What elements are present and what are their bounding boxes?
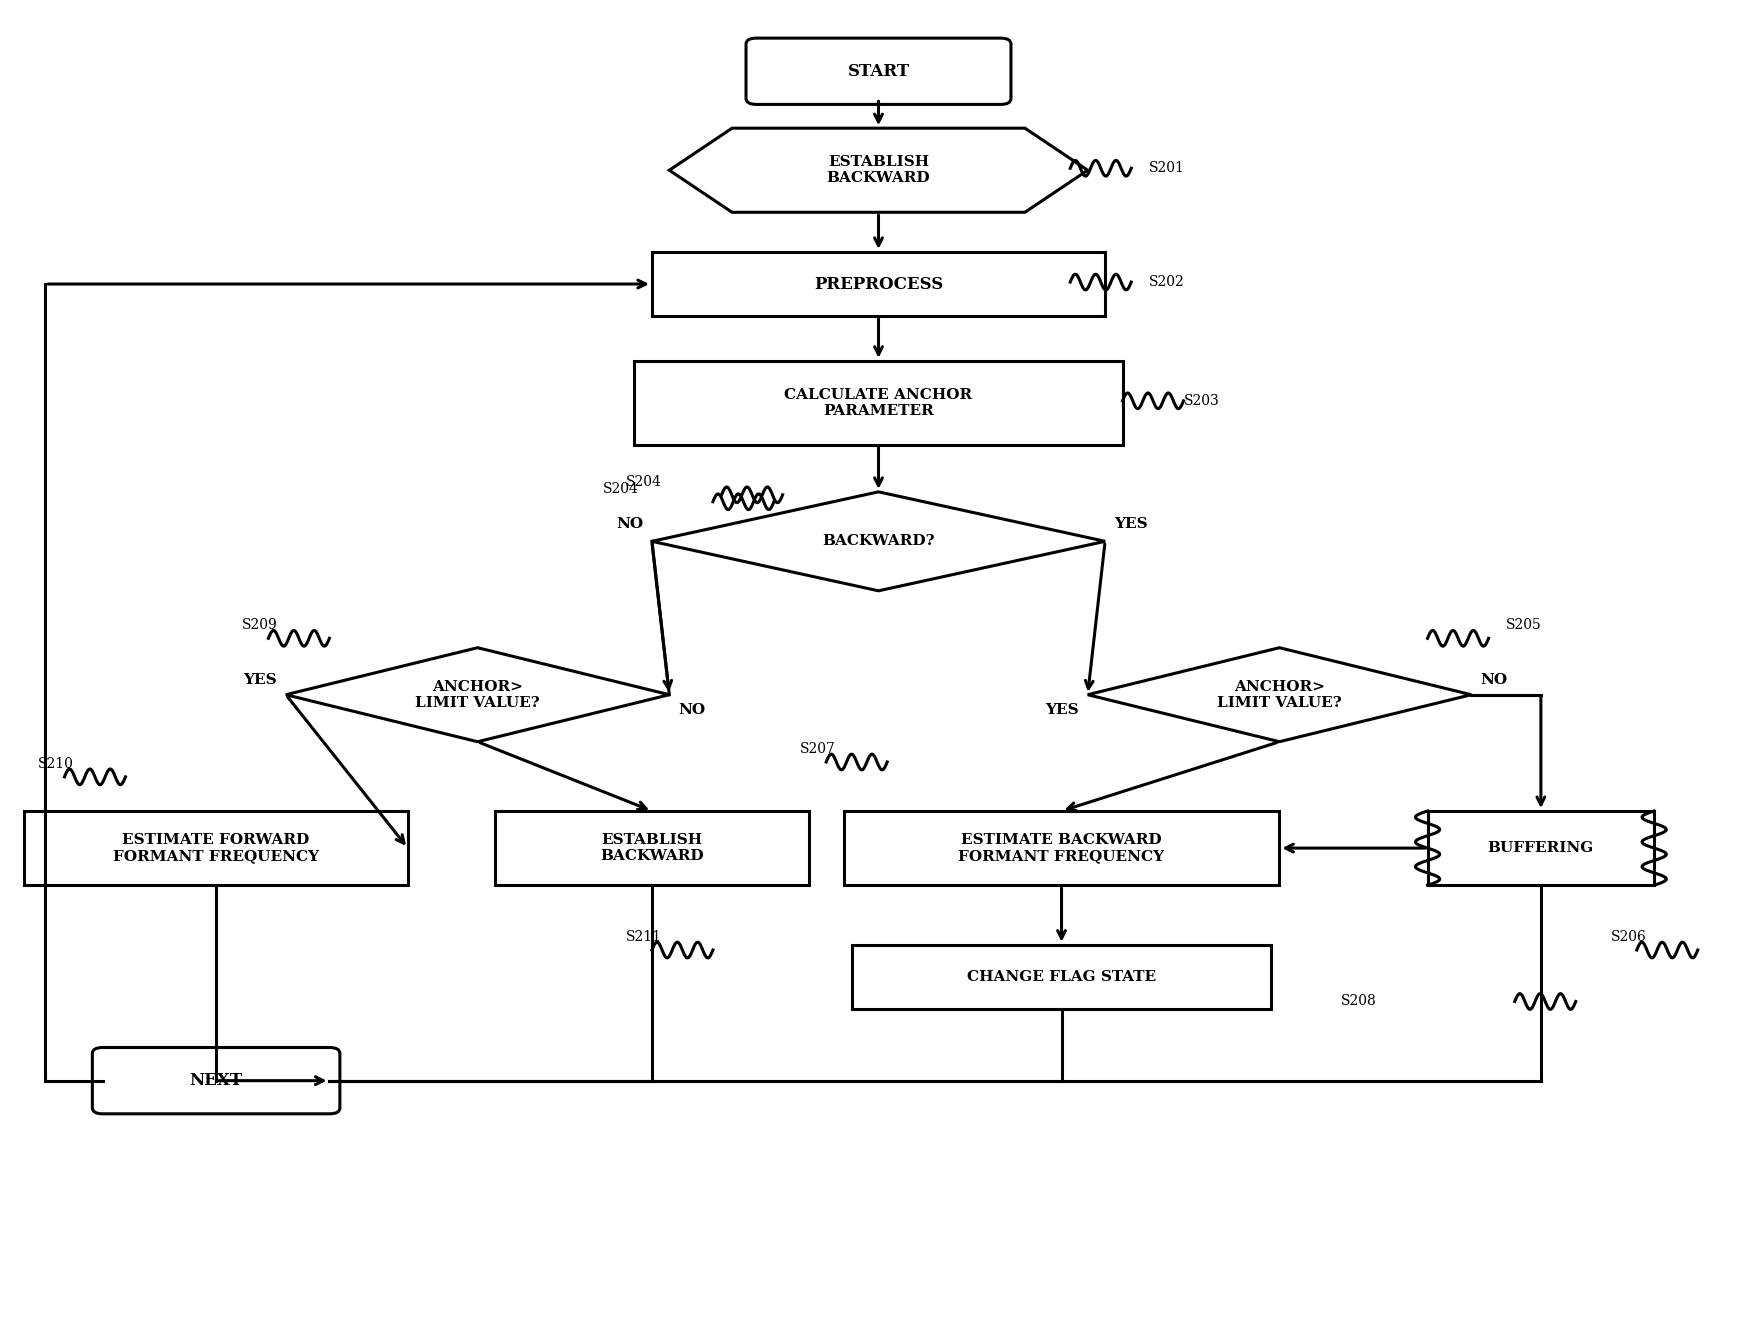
Text: S201: S201: [1149, 162, 1184, 175]
Text: S204: S204: [603, 482, 640, 495]
Text: S202: S202: [1149, 275, 1184, 290]
Polygon shape: [1088, 647, 1471, 742]
Polygon shape: [652, 491, 1105, 591]
Text: PREPROCESS: PREPROCESS: [813, 275, 944, 292]
Bar: [25, 810, 408, 885]
Text: CALCULATE ANCHOR
PARAMETER: CALCULATE ANCHOR PARAMETER: [784, 387, 973, 418]
Text: ANCHOR>
LIMIT VALUE?: ANCHOR> LIMIT VALUE?: [1218, 680, 1342, 710]
Text: ESTIMATE BACKWARD
FORMANT FREQUENCY: ESTIMATE BACKWARD FORMANT FREQUENCY: [959, 833, 1165, 864]
Polygon shape: [669, 128, 1088, 212]
Text: S207: S207: [799, 742, 836, 756]
Text: YES: YES: [1114, 517, 1147, 530]
Text: YES: YES: [1045, 702, 1079, 717]
Text: ESTABLISH
BACKWARD: ESTABLISH BACKWARD: [601, 833, 705, 864]
Text: CHANGE FLAG STATE: CHANGE FLAG STATE: [966, 969, 1156, 984]
Text: ESTABLISH
BACKWARD: ESTABLISH BACKWARD: [828, 155, 929, 186]
Text: NO: NO: [678, 702, 705, 717]
Text: YES: YES: [244, 673, 278, 688]
Bar: [843, 810, 1279, 885]
Text: ESTIMATE FORWARD
FORMANT FREQUENCY: ESTIMATE FORWARD FORMANT FREQUENCY: [112, 833, 320, 864]
Bar: [634, 360, 1123, 445]
Bar: [852, 945, 1270, 1009]
Text: S208: S208: [1341, 995, 1376, 1008]
Text: START: START: [847, 63, 910, 80]
Polygon shape: [286, 647, 669, 742]
Text: S204: S204: [625, 475, 662, 489]
Text: NO: NO: [617, 517, 643, 530]
FancyBboxPatch shape: [747, 39, 1010, 104]
Bar: [652, 252, 1105, 316]
Bar: [495, 810, 808, 885]
FancyBboxPatch shape: [93, 1048, 339, 1113]
Text: ANCHOR>
LIMIT VALUE?: ANCHOR> LIMIT VALUE?: [415, 680, 539, 710]
Text: NEXT: NEXT: [190, 1072, 242, 1089]
Text: S209: S209: [242, 618, 278, 633]
Text: S211: S211: [625, 930, 662, 944]
Text: BACKWARD?: BACKWARD?: [822, 534, 935, 549]
Text: S203: S203: [1184, 394, 1219, 407]
Text: BUFFERING: BUFFERING: [1488, 841, 1594, 856]
Text: NO: NO: [1479, 673, 1508, 688]
Text: S205: S205: [1506, 618, 1543, 633]
Text: S206: S206: [1611, 930, 1646, 944]
Text: S210: S210: [39, 757, 74, 772]
Bar: [1428, 810, 1653, 885]
